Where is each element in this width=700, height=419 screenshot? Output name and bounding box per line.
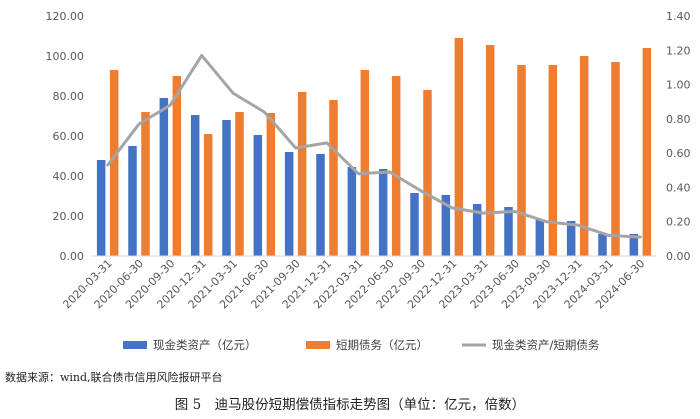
- y2-tick-label: 0.80: [666, 113, 691, 126]
- bar-cash-assets: [284, 152, 294, 256]
- y-tick-label: 40.00: [53, 170, 85, 183]
- bar-short-term-debt: [329, 100, 338, 256]
- bar-cash-assets: [378, 169, 388, 256]
- bar-cash-assets: [598, 234, 607, 256]
- bar-cash-assets: [629, 234, 639, 256]
- bar-short-term-debt: [423, 90, 432, 256]
- legend-label: 现金类资产（亿元）: [153, 338, 257, 352]
- y2-tick-label: 0.40: [666, 181, 691, 194]
- bar-cash-assets: [190, 115, 200, 256]
- y2-tick-label: 1.20: [666, 44, 691, 57]
- bar-cash-assets: [316, 154, 325, 256]
- bar-cash-assets: [159, 98, 169, 256]
- y2-tick-label: 0.20: [666, 216, 691, 229]
- bar-short-term-debt: [642, 48, 652, 256]
- figure-caption: 图 5 迪马股份短期偿债指标走势图（单位：亿元，倍数）: [174, 397, 526, 413]
- y2-tick-label: 1.00: [666, 79, 691, 92]
- legend-label: 现金类资产/短期债务: [492, 338, 600, 352]
- y-tick-label: 100.00: [46, 50, 85, 63]
- bar-short-term-debt: [548, 65, 558, 256]
- y-tick-label: 120.00: [46, 10, 85, 23]
- bar-short-term-debt: [454, 38, 464, 256]
- bar-short-term-debt: [109, 70, 119, 256]
- bar-cash-assets: [128, 146, 137, 256]
- bar-short-term-debt: [266, 113, 276, 256]
- bar-short-term-debt: [611, 62, 620, 256]
- line-cash-to-debt-ratio: [106, 53, 642, 239]
- y2-tick-label: 0.00: [666, 250, 691, 263]
- bar-short-term-debt: [517, 65, 526, 256]
- y-tick-label: 80.00: [53, 90, 85, 103]
- y-tick-label: 0.00: [60, 250, 85, 263]
- bar-short-term-debt: [172, 76, 182, 256]
- bar-short-term-debt: [360, 70, 370, 256]
- bar-cash-assets: [253, 135, 263, 256]
- bar-cash-assets: [222, 120, 231, 256]
- bar-cash-assets: [535, 220, 545, 256]
- bar-cash-assets: [96, 160, 106, 256]
- bar-short-term-debt: [141, 112, 150, 256]
- legend-label: 短期债务（亿元）: [336, 338, 428, 352]
- source-note: 数据来源：wind,联合债市信用风险报研平台: [5, 371, 223, 384]
- bar-cash-assets: [504, 207, 513, 256]
- y2-tick-label: 0.60: [666, 147, 691, 160]
- y2-tick-label: 1.40: [666, 10, 691, 23]
- bar-cash-assets: [472, 204, 482, 256]
- bar-cash-assets: [566, 221, 576, 256]
- bar-short-term-debt: [485, 45, 495, 256]
- bar-short-term-debt: [579, 56, 589, 256]
- bar-cash-assets: [410, 193, 419, 256]
- bar-cash-assets: [347, 167, 357, 256]
- legend-swatch: [123, 341, 147, 349]
- bar-short-term-debt: [391, 76, 401, 256]
- y-tick-label: 60.00: [53, 130, 85, 143]
- legend-swatch: [306, 341, 330, 349]
- y-tick-label: 20.00: [53, 210, 85, 223]
- chart: 0.00 20.00 40.00 60.00 80.00 100.00 120.00 0.00…: [46, 10, 691, 352]
- bar-short-term-debt: [235, 112, 244, 256]
- bar-cash-assets: [441, 195, 451, 256]
- bar-short-term-debt: [203, 134, 213, 256]
- bar-short-term-debt: [297, 92, 307, 256]
